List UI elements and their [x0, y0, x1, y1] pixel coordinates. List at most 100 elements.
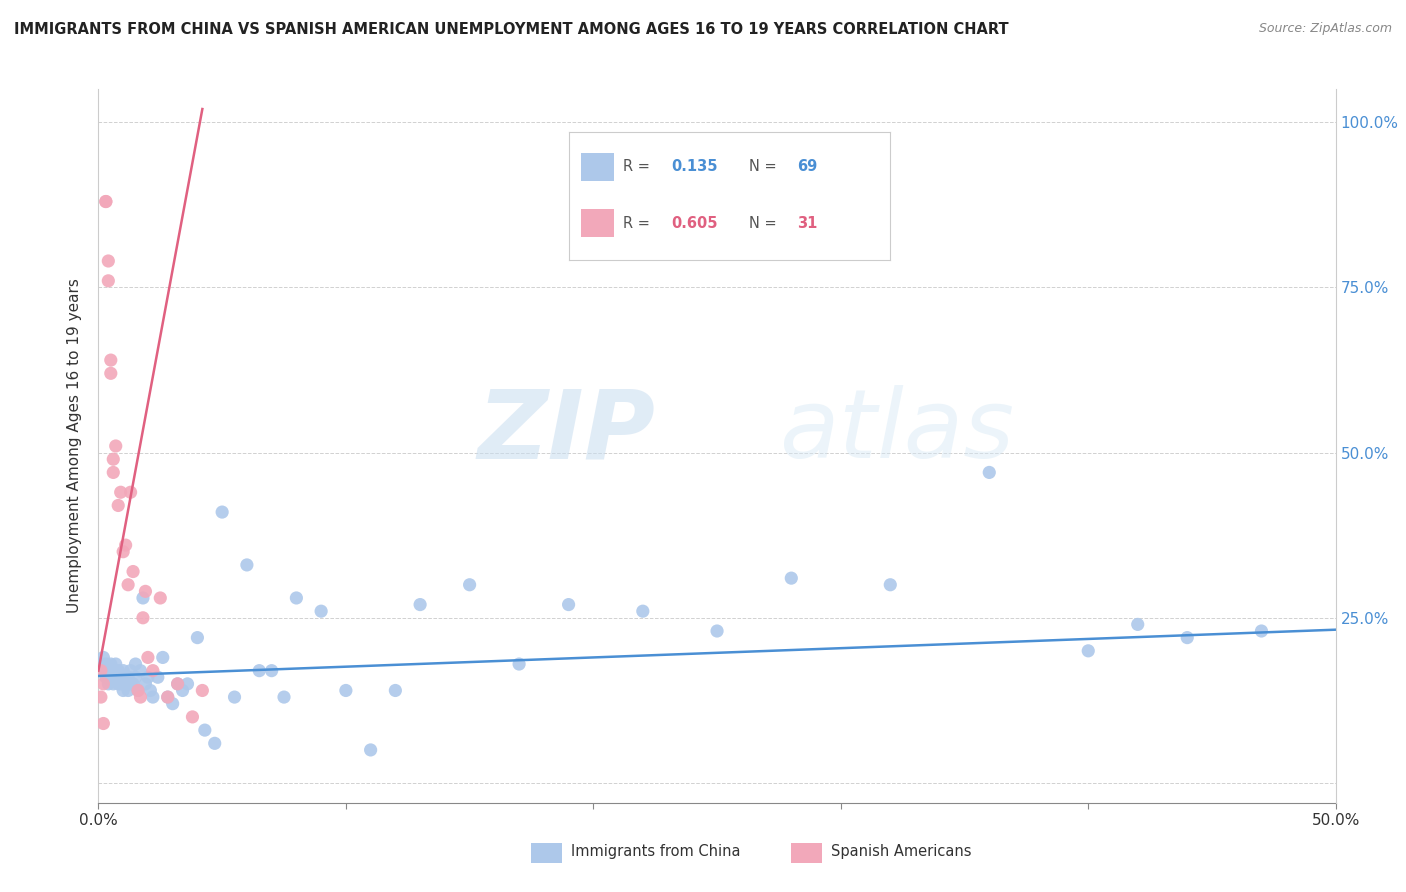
Point: [458, 578, 481, 592]
Text: 0.135: 0.135: [672, 159, 718, 174]
Point: [260, 664, 283, 678]
Text: IMMIGRANTS FROM CHINA VS SPANISH AMERICAN UNEMPLOYMENT AMONG AGES 16 TO 19 YEARS: IMMIGRANTS FROM CHINA VS SPANISH AMERICA…: [14, 22, 1008, 37]
Text: Immigrants from China: Immigrants from China: [571, 845, 741, 859]
Point: [93, 677, 115, 691]
Point: [103, 466, 125, 480]
Point: [156, 690, 179, 704]
Point: [90, 664, 112, 678]
Point: [211, 505, 233, 519]
Text: N =: N =: [749, 159, 780, 174]
Point: [103, 452, 125, 467]
Point: [112, 683, 135, 698]
Point: [94, 194, 117, 209]
Point: [107, 677, 129, 691]
Point: [97, 274, 120, 288]
Point: [117, 683, 139, 698]
Point: [191, 683, 214, 698]
Point: [127, 683, 149, 698]
Point: [110, 485, 132, 500]
Point: [335, 683, 357, 698]
Text: R =: R =: [623, 159, 655, 174]
Point: [194, 723, 217, 738]
Point: [384, 683, 406, 698]
Point: [247, 664, 270, 678]
Point: [124, 670, 146, 684]
Point: [139, 683, 162, 698]
Point: [93, 716, 115, 731]
Point: [120, 485, 142, 500]
Point: [97, 677, 120, 691]
Point: [166, 677, 188, 691]
Point: [94, 194, 117, 209]
Point: [142, 690, 165, 704]
Point: [273, 690, 295, 704]
Point: [1077, 644, 1099, 658]
Bar: [582, 153, 613, 181]
Point: [136, 650, 159, 665]
Point: [107, 499, 129, 513]
Point: [132, 591, 155, 605]
Point: [236, 558, 259, 572]
Point: [122, 565, 145, 579]
Point: [93, 650, 115, 665]
Point: [112, 545, 135, 559]
Point: [93, 664, 115, 678]
Point: [100, 657, 122, 671]
Text: ZIP: ZIP: [477, 385, 655, 478]
Point: [100, 353, 122, 368]
Point: [162, 697, 184, 711]
Point: [129, 690, 152, 704]
Point: [110, 670, 132, 684]
Point: [104, 439, 127, 453]
Point: [631, 604, 654, 618]
Y-axis label: Unemployment Among Ages 16 to 19 years: Unemployment Among Ages 16 to 19 years: [67, 278, 83, 614]
Point: [409, 598, 432, 612]
Text: 0.605: 0.605: [672, 216, 718, 231]
Point: [780, 571, 803, 585]
Bar: [582, 209, 613, 237]
Point: [127, 683, 149, 698]
Point: [97, 254, 120, 268]
Point: [90, 690, 112, 704]
Point: [114, 670, 136, 684]
Point: [120, 664, 142, 678]
Point: [557, 598, 579, 612]
Point: [204, 736, 226, 750]
Point: [103, 677, 125, 691]
Point: [112, 664, 135, 678]
Point: [103, 664, 125, 678]
Point: [1250, 624, 1272, 638]
Point: [129, 664, 152, 678]
Point: [224, 690, 246, 704]
Point: [114, 677, 136, 691]
Point: [142, 664, 165, 678]
Point: [100, 367, 122, 381]
Point: [136, 670, 159, 684]
Point: [122, 677, 145, 691]
Point: [117, 670, 139, 684]
Point: [94, 657, 117, 671]
Point: [172, 683, 194, 698]
Point: [134, 677, 156, 691]
Point: [1175, 631, 1198, 645]
Point: [97, 664, 120, 678]
Point: [706, 624, 728, 638]
Point: [156, 690, 179, 704]
Point: [508, 657, 530, 671]
Point: [90, 657, 112, 671]
Text: N =: N =: [749, 216, 780, 231]
Point: [100, 670, 122, 684]
Text: R =: R =: [623, 216, 655, 231]
Point: [124, 657, 146, 671]
Point: [285, 591, 308, 605]
Point: [149, 591, 172, 605]
Point: [146, 670, 169, 684]
Point: [186, 631, 208, 645]
Text: 69: 69: [797, 159, 817, 174]
Text: 31: 31: [797, 216, 817, 231]
Point: [114, 538, 136, 552]
Point: [104, 670, 127, 684]
Point: [166, 677, 188, 691]
Text: Source: ZipAtlas.com: Source: ZipAtlas.com: [1258, 22, 1392, 36]
Point: [117, 578, 139, 592]
